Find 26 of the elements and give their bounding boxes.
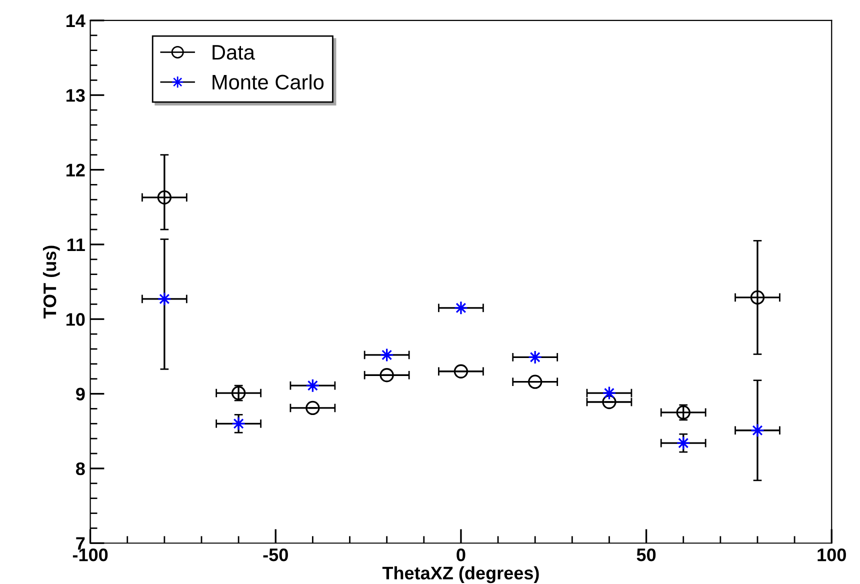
y-axis-title: TOT (us) bbox=[42, 246, 60, 319]
point bbox=[528, 374, 542, 389]
x-tick-label: -50 bbox=[263, 548, 288, 562]
y-tick-label: 12 bbox=[66, 164, 85, 176]
legend-label: Monte Carlo bbox=[212, 74, 324, 90]
point bbox=[157, 292, 172, 306]
y-tick-label: 14 bbox=[66, 14, 86, 27]
point bbox=[750, 290, 765, 305]
y-tick-label: 8 bbox=[76, 462, 85, 476]
point bbox=[157, 190, 172, 204]
x-axis-title: ThetaXZ (degrees) bbox=[382, 566, 539, 584]
point bbox=[454, 300, 468, 315]
x-tick-label: -100 bbox=[72, 548, 108, 562]
y-tick-label: 13 bbox=[66, 89, 85, 102]
point bbox=[602, 394, 616, 410]
x-tick-label: 50 bbox=[636, 548, 656, 562]
point bbox=[454, 364, 468, 378]
point bbox=[306, 400, 320, 416]
x-tick-label: 0 bbox=[456, 548, 466, 562]
x-tick-label: 100 bbox=[818, 548, 846, 562]
y-tick-label: 11 bbox=[67, 238, 85, 251]
y-tick-label: 10 bbox=[66, 313, 85, 326]
y-tick-label: 9 bbox=[76, 388, 85, 401]
point bbox=[380, 368, 394, 382]
legend-label: Data bbox=[212, 45, 255, 60]
y-tick-label: 7 bbox=[76, 537, 85, 550]
